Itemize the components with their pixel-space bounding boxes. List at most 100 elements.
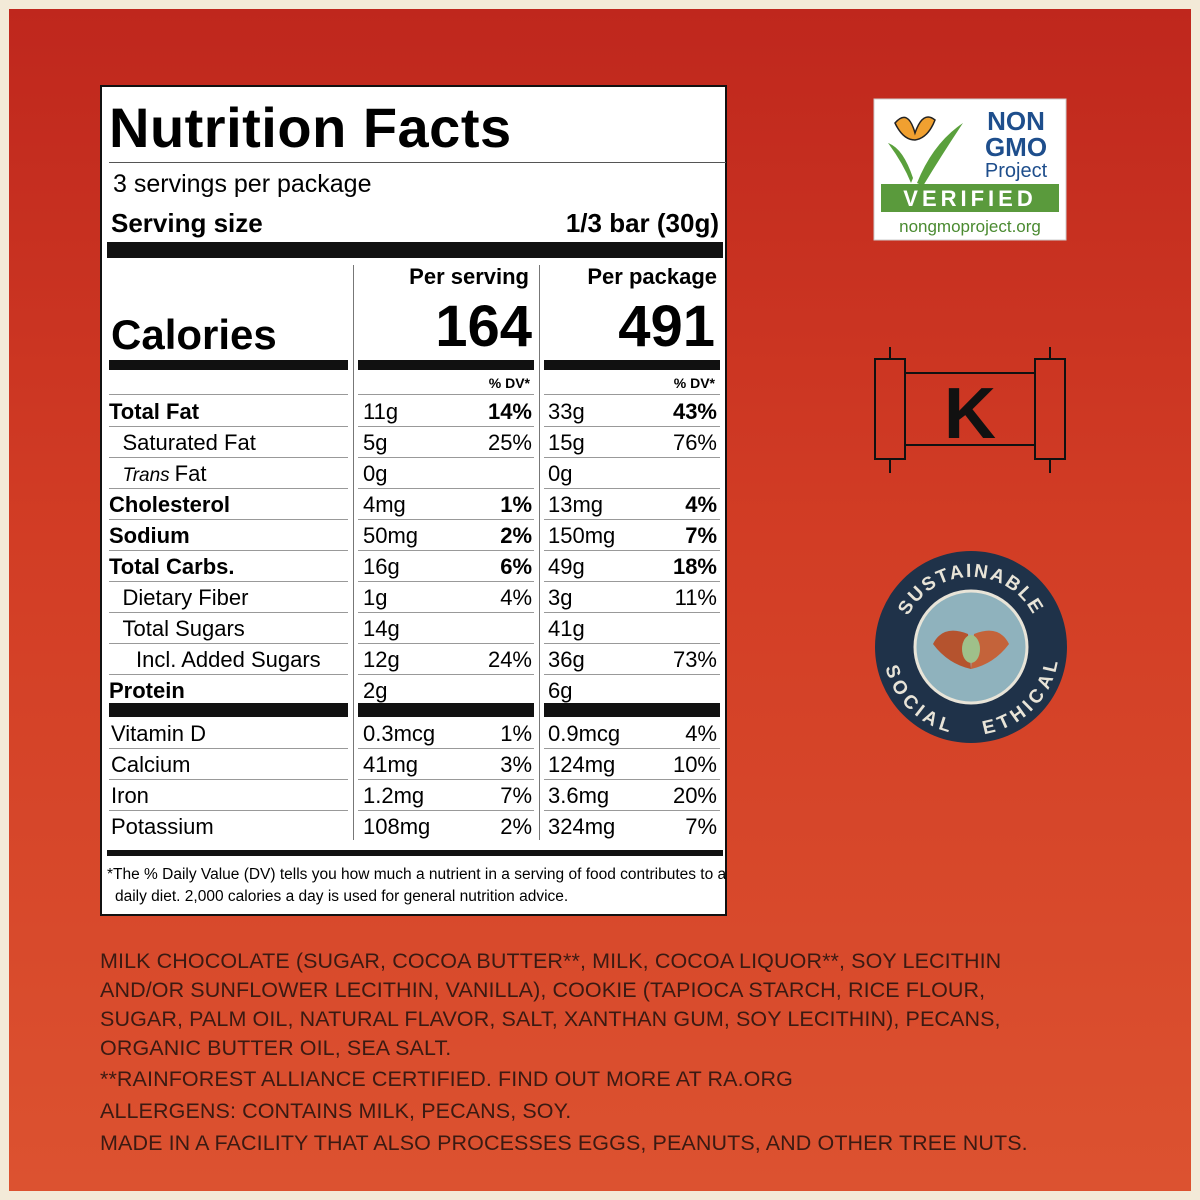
nutrient-name: Dietary Fiber <box>122 585 249 610</box>
leaf <box>888 143 913 183</box>
seed <box>962 635 980 663</box>
package-amount: 0.9mcg <box>548 721 621 746</box>
rule <box>544 779 720 780</box>
verified-bar <box>881 184 1059 212</box>
serving-amount: 41mg <box>363 752 419 777</box>
nutrient-name: Incl. Added Sugars <box>136 647 321 672</box>
package-dv: 7% <box>685 814 717 839</box>
nutrient-name-rest: Fat <box>174 461 207 486</box>
rule <box>358 519 534 520</box>
rule <box>353 265 354 840</box>
calories-label: Calories <box>111 311 277 358</box>
logo-url: nongmoproject.org <box>899 217 1041 236</box>
dv-header: % DV* <box>673 375 715 391</box>
rule <box>358 488 534 489</box>
serving-dv: 14% <box>487 399 532 424</box>
nutrient-name: Saturated Fat <box>122 430 256 455</box>
serving-dv: 24% <box>487 647 532 672</box>
nutrient-name: Total Sugars <box>122 616 245 641</box>
package-dv: 43% <box>672 399 717 424</box>
serving-dv: 7% <box>500 783 532 808</box>
serving-dv: 1% <box>500 492 532 517</box>
serving-dv: 2% <box>500 814 532 839</box>
package-amount: 36g <box>548 647 585 672</box>
serving-amount: 5g <box>363 430 388 455</box>
serving-amount: 11g <box>363 399 399 424</box>
package-amount: 6g <box>548 678 573 703</box>
package-amount: 15g <box>548 430 585 455</box>
serving-amount: 16g <box>363 554 400 579</box>
calories-serving: 164 <box>435 294 532 359</box>
rule <box>358 748 534 749</box>
allergens: ALLERGENS: CONTAINS MILK, PECANS, SOY. <box>100 1099 572 1123</box>
rule <box>544 581 720 582</box>
package-amount: 324mg <box>548 814 616 839</box>
logo-text: GMO <box>985 132 1047 162</box>
nutrient-name: Total Carbs. <box>109 554 235 579</box>
calories-package: 491 <box>618 294 715 359</box>
rule <box>358 550 534 551</box>
facility-note: MADE IN A FACILITY THAT ALSO PROCESSES E… <box>100 1131 1028 1155</box>
rule <box>109 394 348 395</box>
rule <box>539 265 540 840</box>
serving-amount: 0g <box>363 461 388 486</box>
package-dv: 4% <box>685 492 717 517</box>
rule <box>358 810 534 811</box>
package-dv: 10% <box>672 752 717 777</box>
serving-amount: 2g <box>363 678 388 703</box>
rule <box>544 519 720 520</box>
rule <box>544 394 720 395</box>
servings: 3 servings per package <box>113 170 372 198</box>
nutrient-name: Calcium <box>111 752 191 777</box>
nutrient-name: Trans Fat <box>122 461 207 486</box>
rule <box>358 394 534 395</box>
rule <box>358 674 534 675</box>
scroll <box>874 347 1066 473</box>
rule <box>109 779 348 780</box>
rule <box>544 488 720 489</box>
rule <box>358 360 534 370</box>
footnote: *The % Daily Value (DV) tells you how mu… <box>107 866 727 905</box>
per-package: Per package <box>587 264 717 289</box>
dv-header: % DV* <box>488 375 530 391</box>
non-gmo-logo: NON GMO Project VERIFIED nongmoproject.o… <box>873 98 1067 241</box>
serving-amount: 0.3mcg <box>363 721 436 746</box>
rule <box>109 519 348 520</box>
rule <box>544 457 720 458</box>
rule <box>107 242 723 258</box>
package-dv: 73% <box>672 647 717 672</box>
nutrient-name: Vitamin D <box>111 721 206 746</box>
serving-size: 1/3 bar (30g) <box>565 208 719 238</box>
hand <box>971 630 1009 669</box>
package-dv: 20% <box>672 783 717 808</box>
rule <box>109 457 348 458</box>
nutrient-name-italic: Trans <box>122 465 170 486</box>
rule <box>109 674 348 675</box>
serving-amount: 1.2mg <box>363 783 425 808</box>
package-amount: 41g <box>548 616 585 641</box>
rule <box>544 360 720 370</box>
kosher-letter: K <box>944 374 996 454</box>
rule <box>544 674 720 675</box>
rule <box>109 703 348 717</box>
rule <box>109 581 348 582</box>
package-dv: 11% <box>674 585 717 610</box>
rule <box>109 550 348 551</box>
rule <box>109 360 348 370</box>
rule <box>358 581 534 582</box>
leaf <box>917 123 963 186</box>
nutrient-name: Protein <box>109 678 185 703</box>
nutrient-name: Iron <box>111 783 149 808</box>
serving-dv: 1% <box>500 721 532 746</box>
package-amount: 3g <box>548 585 573 610</box>
sustainable-seal: SUSTAINABLE SOCIAL ETHICAL <box>875 551 1067 743</box>
package-amount: 150mg <box>548 523 616 548</box>
package-amount: 13mg <box>548 492 604 517</box>
serving-dv: 6% <box>500 554 532 579</box>
package-amount: 0g <box>548 461 573 486</box>
hand <box>933 630 971 669</box>
package-dv: 7% <box>685 523 717 548</box>
certification: **RAINFOREST ALLIANCE CERTIFIED. FIND OU… <box>100 1067 793 1091</box>
rule <box>109 162 726 163</box>
